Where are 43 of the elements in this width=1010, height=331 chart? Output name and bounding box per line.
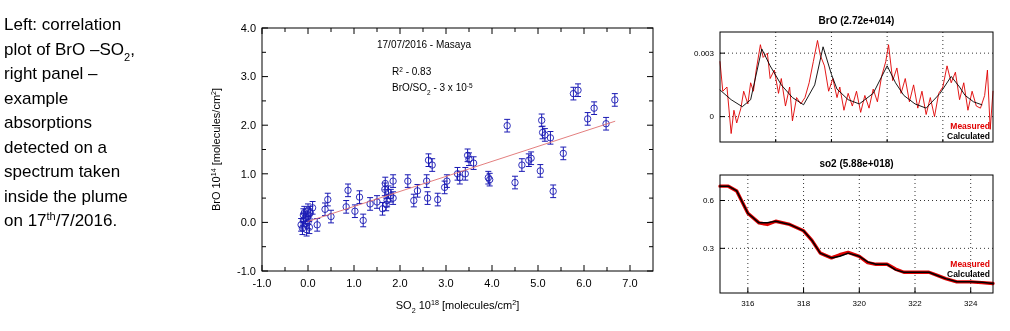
x-tick-label: 322 <box>908 299 923 308</box>
x-tick-label: 318 <box>796 299 811 308</box>
text: plot of BrO –SO$_{2}$, <box>4 39 135 63</box>
y-tick-label: 0 <box>709 112 715 122</box>
text: Calculated <box>947 131 990 141</box>
text: spectrum taken <box>4 162 121 181</box>
y-tick-label: 0.3 <box>702 244 715 254</box>
text: detected on a <box>4 137 108 157</box>
text: on 17$^{th}$/7/2016. <box>4 210 118 230</box>
text: inside the plume <box>4 186 128 206</box>
x-tick-label: 7.0 <box>622 277 638 289</box>
series-label: Measured <box>950 259 990 269</box>
x-tick-label: 6.0 <box>576 277 592 289</box>
series-label: Measured <box>950 121 990 131</box>
y-tick-label: 1.0 <box>240 167 256 180</box>
annotation: BrO/SO$_{2}$ - 3 x 10$^{-5}$ <box>392 81 473 96</box>
y-tick-label: 3.0 <box>240 70 256 83</box>
y-tick-label: 0.003 <box>693 48 715 58</box>
y-tick-label: 4.0 <box>240 21 256 34</box>
y-tick-label: 2.0 <box>240 119 256 132</box>
x-axis-title: SO$_{2}$ 10$^{18}$ [molecules/cm$^{2}$] <box>395 299 520 315</box>
x-tick-label: 4.0 <box>484 277 500 289</box>
x-tick-label: 2.0 <box>392 277 408 289</box>
y-tick-label: 0.6 <box>702 196 715 206</box>
x-tick-label: 0.0 <box>300 277 316 289</box>
text: right panel – <box>4 64 99 83</box>
y-tick-label: 0.0 <box>240 216 256 229</box>
text: absorptions <box>4 113 92 132</box>
x-tick-label: 324 <box>964 299 978 308</box>
annotation: 17/07/2016 - Masaya <box>377 39 472 50</box>
x-tick-label: 5.0 <box>530 277 546 289</box>
x-tick-label: 3.0 <box>438 277 454 289</box>
x-tick-label: 320 <box>852 299 867 308</box>
text: example <box>4 88 69 108</box>
text: Left: correlation <box>4 15 122 34</box>
chart-title: so2 (5.88e+018) <box>819 158 894 169</box>
series-label: Calculated <box>947 269 990 279</box>
x-tick-label: 1.0 <box>346 277 362 289</box>
x-tick-label: 316 <box>741 299 756 308</box>
y-tick-label: -1.0 <box>237 264 256 277</box>
x-tick-label: -1.0 <box>252 277 272 289</box>
annotation: R$^{2}$ - 0.83 <box>392 65 432 77</box>
chart-title: BrO (2.72e+014) <box>818 15 895 26</box>
